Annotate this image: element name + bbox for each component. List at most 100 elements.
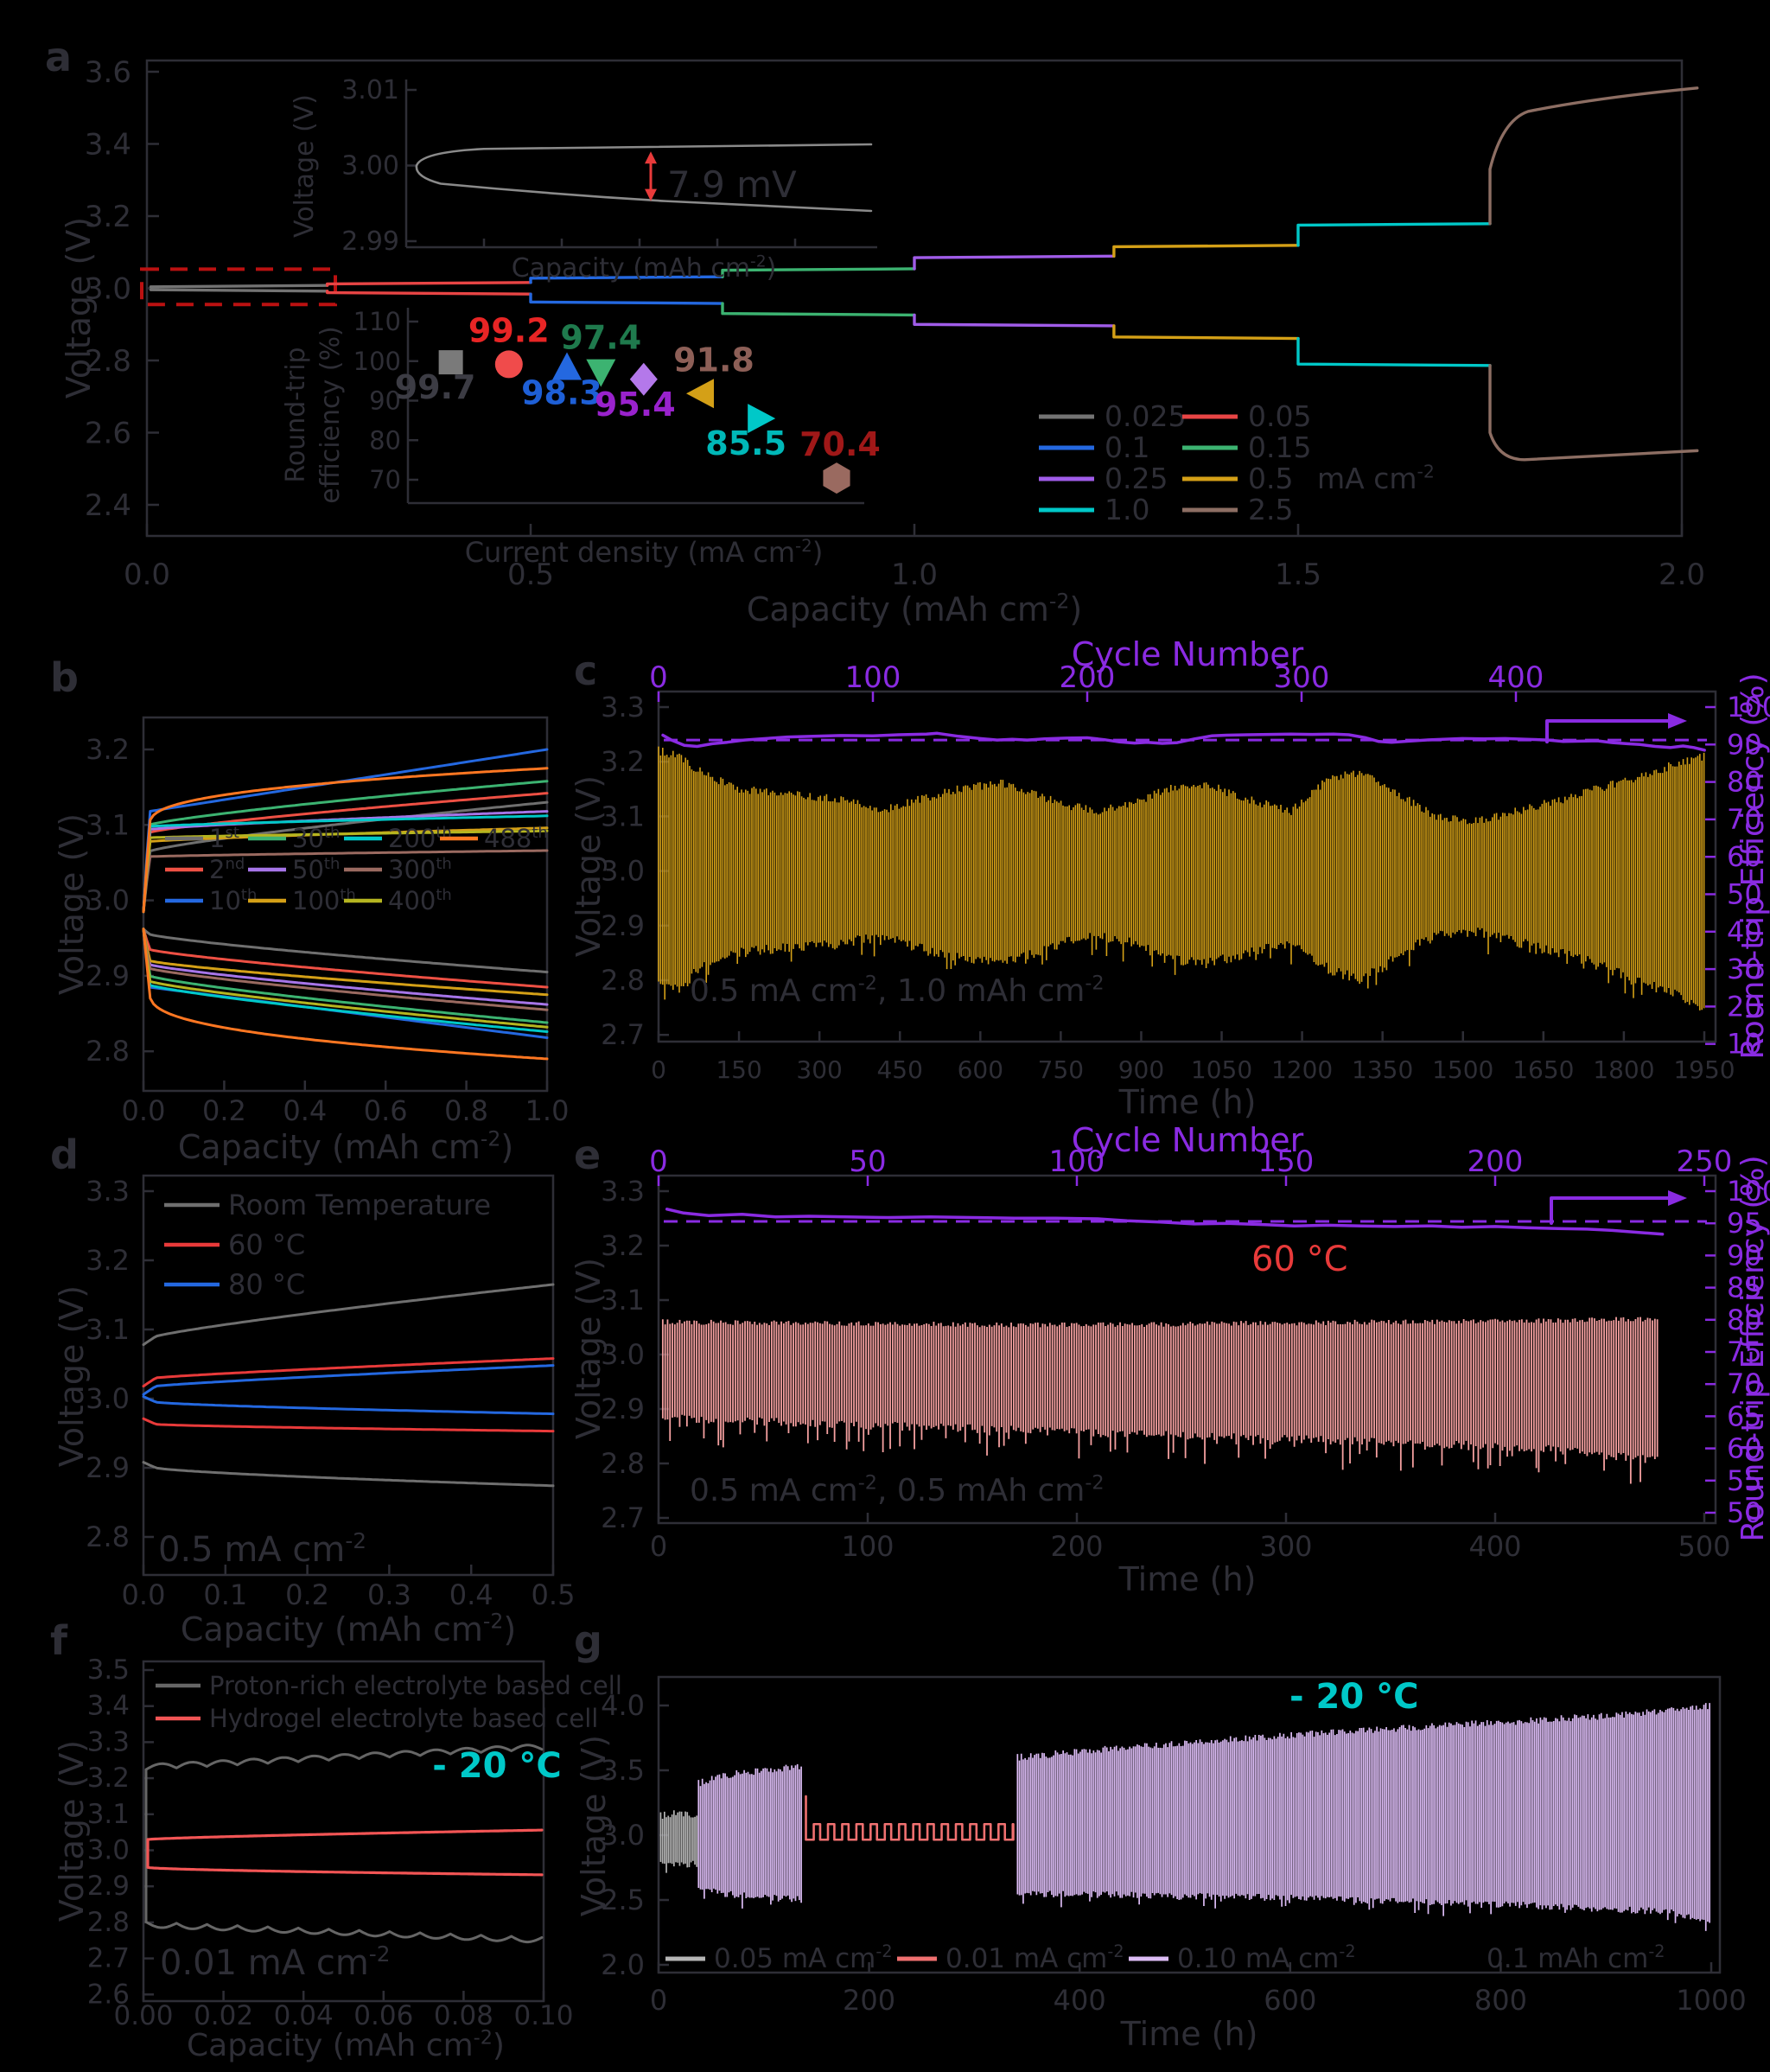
gap-arrow-head-down [645,188,657,201]
right-tick-label: 100 [1727,691,1770,724]
plot-frame [142,1174,555,1577]
legend-label: 100th [292,886,356,915]
x-tick-label: 0.5 [532,1578,576,1611]
x-tick-label: 0.3 [367,1578,411,1611]
right-tick-label: 70 [1727,1368,1762,1400]
gap-annotation: 7.9 mV [667,163,797,206]
right-axis-title: Round-trip Efficiency (%) [1735,673,1770,1059]
legend-label: 2.5 [1248,493,1293,526]
condition-annotation: 0.5 mA cm-2, 1.0 mAh cm-2 [690,972,1105,1009]
right-tick-label: 65 [1727,1399,1762,1432]
discharge-curve [142,928,549,1011]
charge-plateau [1488,86,1699,226]
top-tick-label: 150 [1258,1144,1315,1179]
y-tick-label: 2.6 [87,1979,130,2010]
top-tick-label: 50 [849,1144,886,1179]
x-tick-label: 0.08 [434,2000,493,2031]
inset-y-tick-label: 3.01 [341,75,399,105]
charge-plateau [529,275,724,284]
discharge-curve [142,928,549,1029]
discharge-plateau [1296,336,1492,367]
x-tick-label: 0.0 [124,558,170,592]
right-tick-label: 60 [1727,1432,1762,1465]
y-tick-label: 3.1 [86,808,130,841]
right-tick-label: 90 [1727,1239,1762,1272]
x-tick-label: 500 [1678,1530,1730,1563]
y-tick-label: 2.9 [601,1393,645,1425]
y-tick-label: 3.3 [87,1726,130,1757]
y-axis-title: Voltage (V) [570,1258,608,1439]
y-tick-label: 2.9 [601,909,645,942]
triangle-right-marker [748,404,776,434]
x-tick-label: 0.6 [364,1094,408,1127]
legend-label: 0.05 [1248,399,1311,433]
triangle-left-marker [686,379,714,409]
eff-inset-y-tick-label: 100 [353,347,401,376]
y-tick-label: 3.1 [601,800,645,832]
y-axis-title: Voltage (V) [53,813,91,995]
x-axis-title: Time (h) [1118,1560,1257,1598]
inset-y-tick-label: 3.00 [341,151,399,182]
eff-value-label: 99.7 [395,368,476,406]
right-tick-label: 80 [1727,1304,1762,1336]
right-tick-label: 80 [1727,766,1762,799]
eff-inset-y-tick-label: 70 [369,465,401,494]
legend-label: 400th [388,886,452,915]
legend-label: 30th [292,824,340,853]
y-tick-label: 3.2 [601,1229,645,1262]
x-tick-label: 150 [716,1055,761,1084]
y-tick-label: 3.3 [601,1175,645,1208]
x-tick-label: 0.2 [285,1578,329,1611]
x-tick-label: 0.1 [203,1578,247,1611]
right-tick-label: 50 [1727,878,1762,911]
eff-inset-y-tick-label: 110 [353,307,401,336]
charge-curve [144,1744,544,1771]
diamond-marker [629,362,658,396]
y-tick-label: 2.8 [87,1907,130,1938]
x-tick-label: 0.06 [353,2000,413,2031]
discharge-plateau [529,292,724,305]
discharge-plateau [1112,324,1300,341]
condition-annotation: 0.5 mA cm-2, 0.5 mAh cm-2 [690,1471,1105,1508]
top-tick-label: 100 [1049,1144,1105,1179]
x-tick-label: 1200 [1271,1055,1333,1084]
right-tick-label: 50 [1727,1496,1762,1529]
x-tick-label: 2.0 [1659,558,1705,592]
discharge-plateau [721,302,916,317]
top-tick-label: 0 [649,660,668,695]
charge-curve [142,1283,555,1347]
y-tick-label: 2.6 [85,417,131,451]
charge-plateau [721,267,916,278]
efficiency-axis-arrowhead [1668,713,1687,729]
right-tick-label: 70 [1727,803,1762,836]
right-tick-label: 100 [1727,1175,1770,1208]
x-tick-label: 300 [796,1055,842,1084]
y-tick-label: 3.0 [87,1835,130,1866]
y-tick-label: 3.1 [87,1799,130,1830]
plot-frame [657,1174,1717,1525]
right-tick-label: 30 [1727,953,1762,985]
y-tick-label: 3.2 [85,200,131,234]
charge-plateau [149,284,329,289]
legend-label: Room Temperature [228,1189,491,1221]
x-axis-title: Capacity (mAh cm-2) [178,1127,513,1166]
y-axis-title: Voltage (V) [53,1285,91,1467]
charge-plateau [1296,222,1492,247]
legend-label: 1.0 [1105,493,1149,526]
y-tick-label: 2.4 [85,488,131,523]
right-tick-label: 40 [1727,915,1762,948]
y-tick-label: 3.2 [86,733,130,766]
charge-curve [142,849,549,914]
x-tick-label: 0.04 [274,2000,334,2031]
y-tick-label: 3.0 [601,1819,645,1852]
efficiency-axis-arrow [1545,719,1670,744]
right-tick-label: 55 [1727,1464,1762,1497]
y-tick-label: 2.8 [601,964,645,997]
discharge-curve [142,1395,555,1416]
efficiency-curve [665,1208,1665,1236]
panel-letter-g: g [574,1617,602,1664]
inset-voltage-loop [415,143,873,213]
